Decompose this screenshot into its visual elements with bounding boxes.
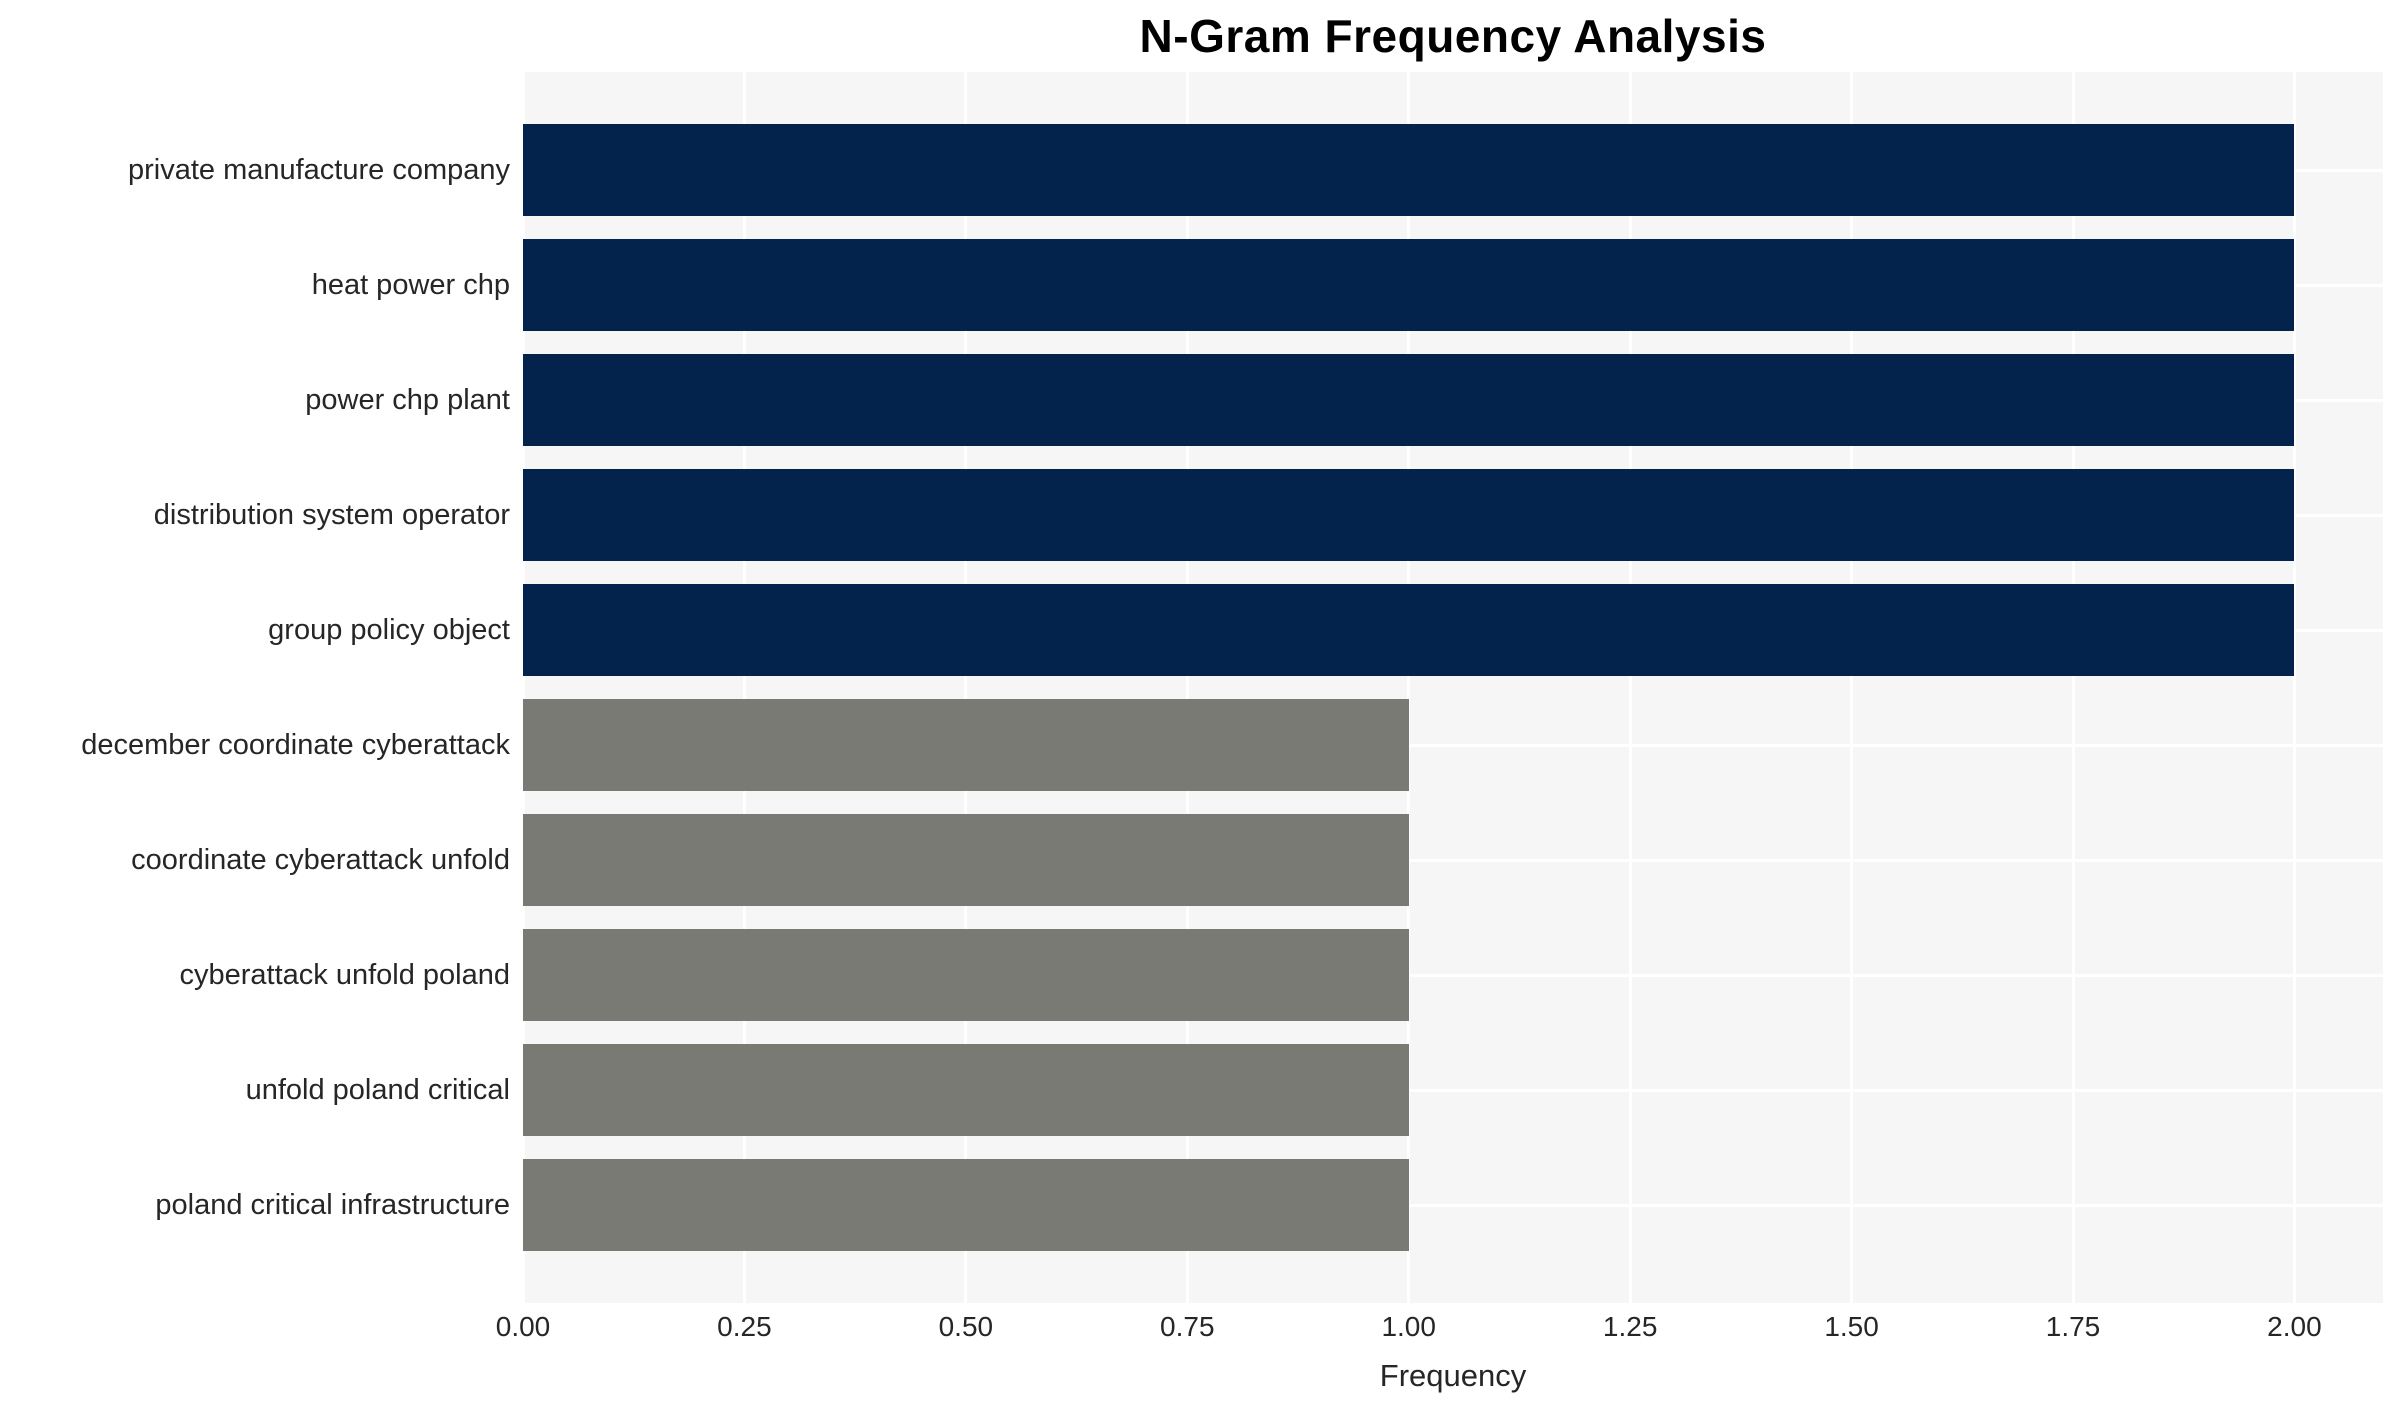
x-axis-title: Frequency — [1379, 1358, 1527, 1393]
x-tick-label: 2.00 — [2267, 1310, 2322, 1342]
bar-row — [523, 469, 2383, 561]
gridline — [964, 72, 968, 1303]
y-tick-label: poland critical infrastructure — [155, 1188, 510, 1221]
bar-row — [523, 124, 2383, 216]
x-tick-label: 0.25 — [717, 1310, 772, 1342]
vertical-gridlines — [523, 72, 2383, 1303]
bar — [523, 1159, 1409, 1251]
y-tick-label: heat power chp — [311, 268, 510, 301]
bar-row — [523, 1044, 2383, 1136]
bar — [523, 354, 2295, 446]
bar-row — [523, 1159, 2383, 1251]
bar-row — [523, 239, 2383, 331]
bar — [523, 469, 2295, 561]
bars-area — [523, 72, 2383, 1303]
gridline — [1628, 72, 1632, 1303]
gridline — [2071, 72, 2075, 1303]
x-tick-label: 1.50 — [1824, 1310, 1879, 1342]
y-tick-label: group policy object — [268, 613, 510, 646]
bar — [523, 929, 1409, 1021]
bar — [523, 1044, 1409, 1136]
gridline — [1185, 72, 1189, 1303]
bar — [523, 699, 1409, 791]
x-tick-label: 0.00 — [495, 1310, 551, 1342]
bar — [523, 239, 2295, 331]
gridline — [742, 72, 746, 1303]
bar-row — [523, 699, 2383, 791]
x-tick-label: 1.00 — [1381, 1310, 1436, 1342]
y-axis-labels: private manufacture company heat power ch… — [0, 72, 523, 1303]
y-tick-label: cyberattack unfold poland — [179, 958, 511, 991]
chart-title: N-Gram Frequency Analysis — [1139, 10, 1767, 62]
gridline — [2292, 72, 2296, 1303]
gridline — [1407, 72, 1411, 1303]
gridline — [523, 72, 525, 1303]
bar — [523, 814, 1409, 906]
bar — [523, 584, 2295, 676]
x-axis-title-area: Frequency — [523, 1350, 2383, 1402]
bar-row — [523, 929, 2383, 1021]
y-tick-label: coordinate cyberattack unfold — [131, 843, 510, 876]
bar-row — [523, 584, 2383, 676]
x-tick-label: 0.75 — [1160, 1310, 1215, 1342]
y-tick-label: power chp plant — [305, 383, 510, 416]
x-tick-label: 0.50 — [938, 1310, 994, 1342]
x-tick-label: 1.25 — [1602, 1310, 1658, 1342]
y-tick-label: private manufacture company — [127, 153, 510, 186]
gridline — [1850, 72, 1854, 1303]
plot-area — [523, 72, 2383, 1303]
x-axis-ticks: 0.00 0.25 0.50 0.75 1.00 1.25 1.50 1.75 2.00 — [496, 1303, 2383, 1350]
bar-row — [523, 814, 2383, 906]
y-tick-label: december coordinate cyberattack — [81, 728, 510, 761]
x-tick-label: 1.75 — [2045, 1310, 2101, 1342]
bar — [523, 124, 2295, 216]
title-area: N-Gram Frequency Analysis — [523, 0, 2383, 72]
bar-row — [523, 354, 2383, 446]
y-tick-label: unfold poland critical — [245, 1073, 510, 1106]
y-tick-label: distribution system operator — [153, 498, 510, 531]
